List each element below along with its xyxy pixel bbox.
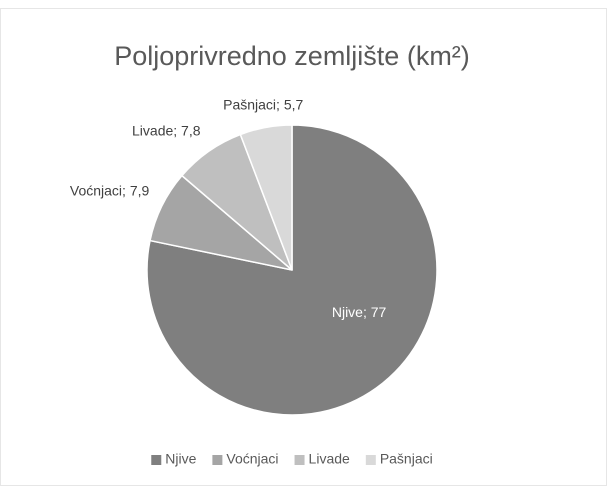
legend-label: Livade bbox=[309, 451, 350, 467]
legend-label: Pašnjaci bbox=[380, 451, 433, 467]
chart-title: Poljoprivredno zemljište (km²) bbox=[114, 41, 470, 71]
data-label: Pašnjaci; 5,7 bbox=[223, 96, 303, 112]
data-label: Livade; 7,8 bbox=[132, 123, 201, 139]
data-label: Voćnjaci; 7,9 bbox=[70, 183, 150, 199]
legend-swatch bbox=[294, 455, 305, 465]
pie-slice bbox=[239, 124, 293, 271]
legend-label: Voćnjaci bbox=[226, 451, 278, 467]
legend-swatch bbox=[365, 455, 376, 465]
legend-swatch bbox=[151, 455, 162, 465]
legend-label: Njive bbox=[165, 451, 196, 467]
legend-swatch bbox=[212, 455, 223, 465]
data-label: Njive; 77 bbox=[332, 304, 387, 320]
